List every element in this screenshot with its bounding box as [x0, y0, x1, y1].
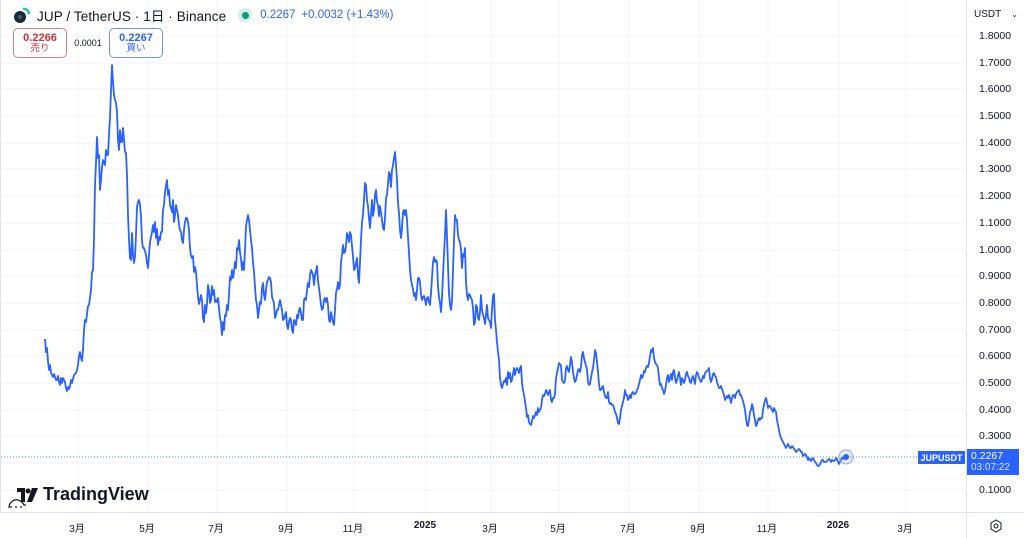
time-tick: 3月	[897, 524, 913, 535]
symbol-price-tag: JUPUSDT	[918, 451, 965, 464]
time-tick: 5月	[139, 524, 155, 535]
buy-price: 0.2267	[119, 31, 153, 44]
chevron-down-icon: ⌄	[1011, 9, 1018, 19]
sell-price: 0.2266	[23, 31, 57, 44]
time-tick: 11月	[342, 524, 364, 535]
price-axis[interactable]: USDT ⌄ 1.8000 1.7000 1.6000 1.5000 1.400…	[966, 0, 1024, 512]
price-tick: 1.7000	[979, 57, 1012, 69]
gear-icon	[990, 518, 1001, 533]
price-tick: 1.6000	[979, 83, 1012, 95]
legend-price-change: +0.0032 (+1.43%)	[301, 9, 394, 21]
last-price-marker	[843, 454, 849, 460]
currency-label: USDT	[974, 8, 1002, 20]
price-tick: 1.8000	[979, 30, 1012, 42]
grid-lines	[1, 0, 967, 512]
chart-plot-area[interactable]: JUP / TetherUS · 1日 · Binance 0.2267 +0.…	[0, 0, 967, 512]
chart-settings-button[interactable]	[966, 512, 1024, 538]
price-line	[44, 64, 847, 467]
legend-last-price: 0.2267	[260, 9, 296, 21]
sell-label: 売り	[30, 42, 50, 54]
price-tick: 0.4000	[979, 404, 1012, 416]
tradingview-logo-icon	[17, 487, 38, 502]
time-tick: 9月	[278, 524, 294, 535]
time-tick: 11月	[756, 524, 778, 535]
last-price-label: 0.2267 03:07:22	[967, 449, 1019, 475]
tradingview-logo[interactable]: TradingView	[17, 484, 149, 505]
price-tick: 1.4000	[979, 137, 1012, 149]
currency-selector[interactable]: USDT ⌄	[970, 5, 1022, 23]
time-tick: 5月	[550, 524, 566, 535]
turtle-icon	[8, 499, 26, 509]
price-tick: 0.1000	[979, 484, 1012, 496]
time-axis[interactable]: 3月 5月 7月 9月 11月 2025 3月 5月 7月 9月 11月 202…	[0, 512, 966, 538]
last-price-value: 0.2267	[971, 450, 1004, 462]
price-tick: 0.8000	[979, 297, 1012, 309]
spread-value: 0.0001	[74, 38, 102, 48]
time-tick-year: 2025	[413, 520, 437, 531]
symbol-legend: JUP / TetherUS · 1日 · Binance 0.2267 +0.…	[13, 5, 394, 25]
price-tick: 1.0000	[979, 244, 1012, 256]
price-tick: 0.6000	[979, 350, 1012, 362]
trade-buttons: 0.2266 売り 0.0001 0.2267 買い	[13, 28, 163, 58]
bar-countdown: 03:07:22	[971, 462, 1010, 473]
price-tick: 1.1000	[979, 217, 1012, 229]
price-tick: 1.3000	[979, 163, 1012, 175]
time-tick: 9月	[690, 524, 706, 535]
price-tick: 0.7000	[979, 324, 1012, 336]
buy-button[interactable]: 0.2267 買い	[109, 28, 163, 58]
time-tick: 3月	[482, 524, 498, 535]
price-tick: 1.5000	[979, 110, 1012, 122]
buy-label: 買い	[126, 42, 146, 54]
price-tick: 0.3000	[979, 430, 1012, 442]
time-tick: 3月	[69, 524, 85, 535]
price-tick: 0.9000	[979, 270, 1012, 282]
price-tick: 0.5000	[979, 377, 1012, 389]
price-tick: 1.2000	[979, 190, 1012, 202]
time-tick-year: 2026	[826, 520, 850, 531]
sell-button[interactable]: 0.2266 売り	[13, 28, 67, 58]
time-tick: 7月	[620, 524, 636, 535]
symbol-title[interactable]: JUP / TetherUS · 1日 · Binance	[37, 9, 227, 24]
tradingview-logo-text: TradingView	[43, 484, 149, 504]
jup-coin-icon	[13, 6, 31, 24]
market-open-status-icon	[238, 8, 253, 22]
price-chart-svg	[1, 0, 967, 512]
time-tick: 7月	[208, 524, 224, 535]
